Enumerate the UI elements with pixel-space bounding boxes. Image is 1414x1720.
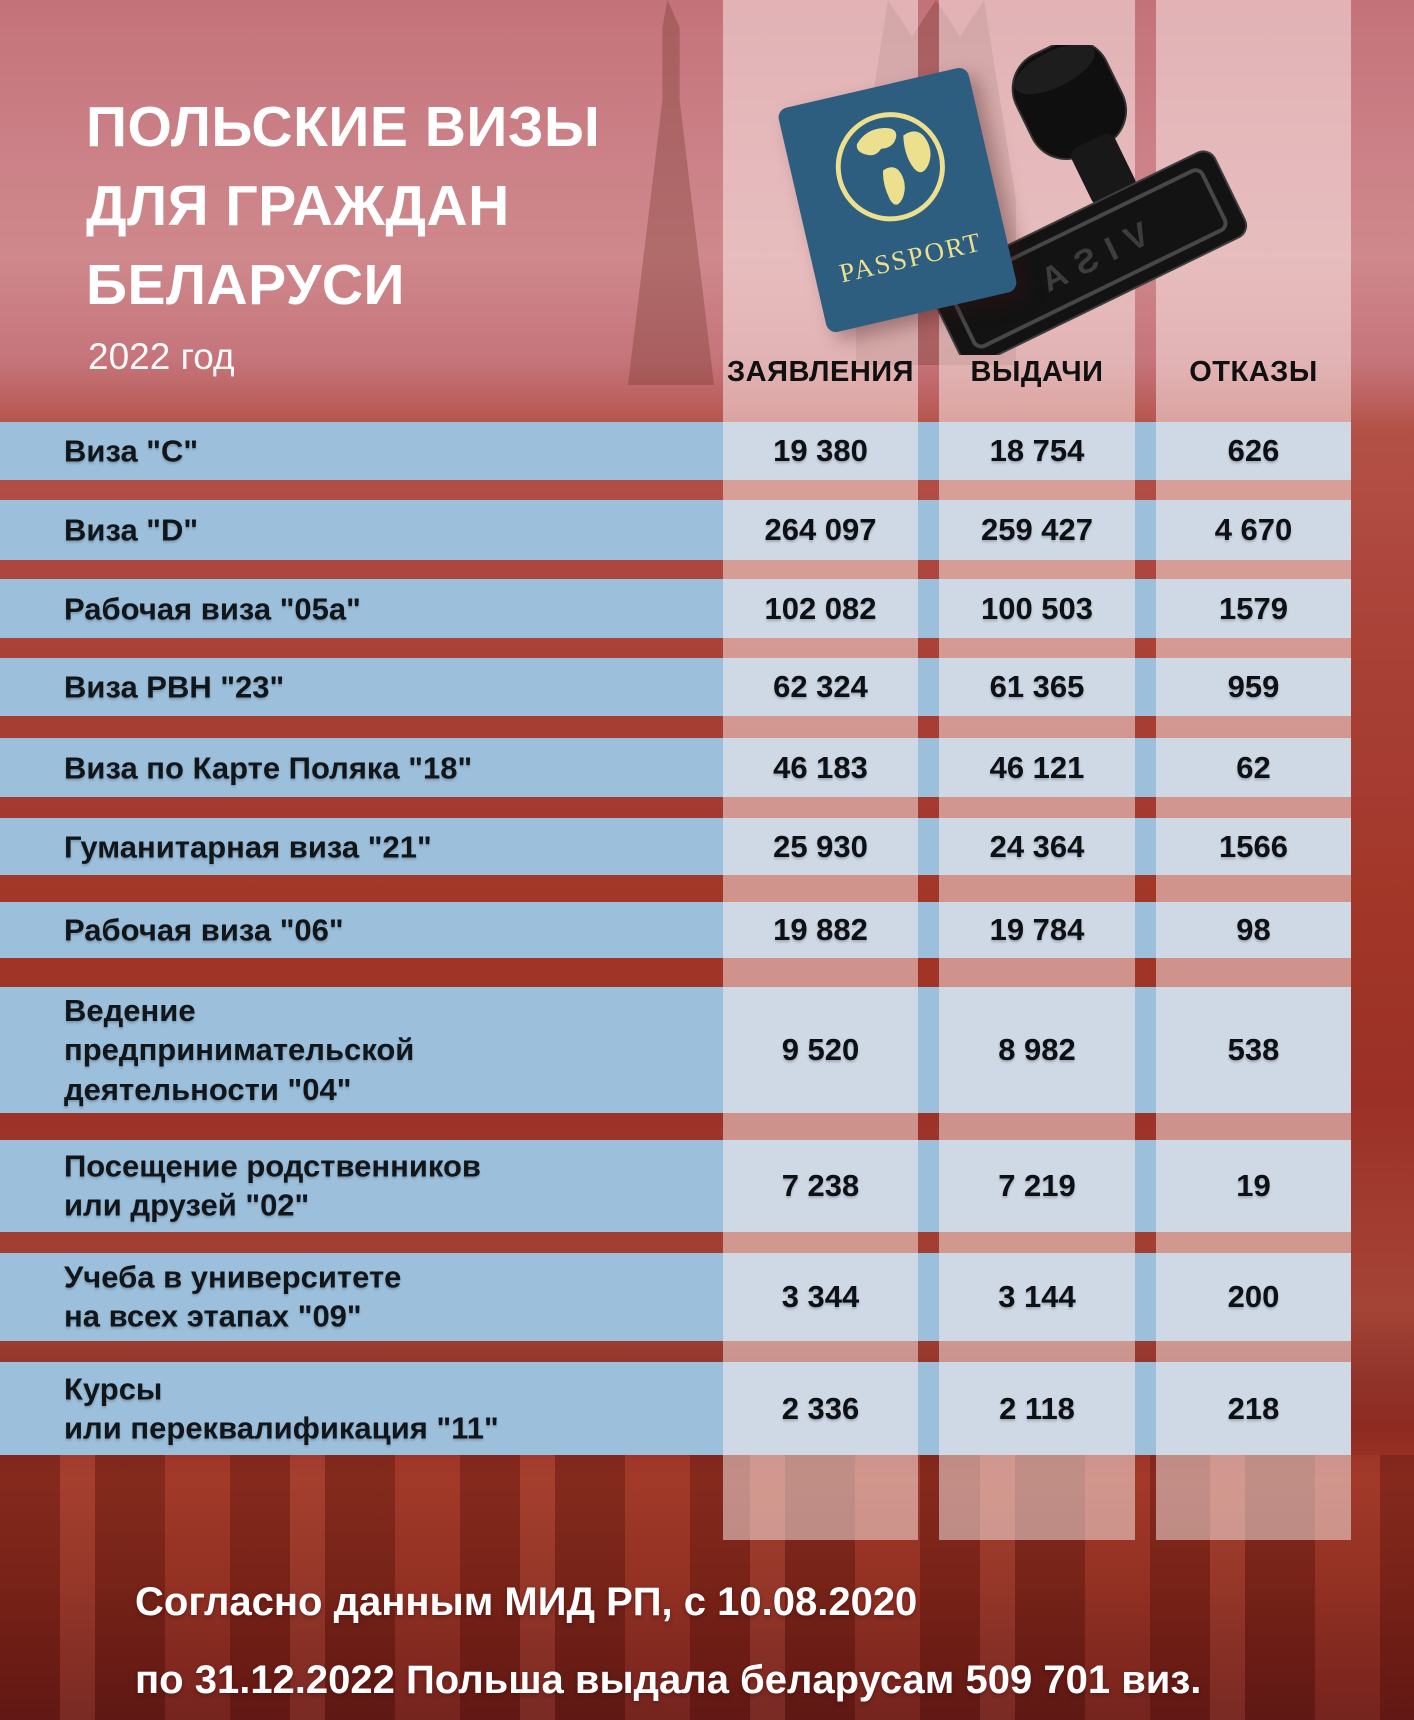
row-label: Виза "C" <box>64 433 199 469</box>
cell-applications: 46 183 <box>773 749 868 785</box>
cell-refused: 959 <box>1227 669 1280 704</box>
cell-applications: 62 324 <box>773 669 868 704</box>
column-header-applications: ЗАЯВЛЕНИЯ <box>727 356 914 388</box>
cell-applications: 3 344 <box>781 1279 860 1314</box>
cell-refused: 200 <box>1227 1279 1280 1314</box>
cell-issued: 61 365 <box>989 669 1085 704</box>
row-label: Гуманитарная виза "21" <box>64 828 432 864</box>
table-row: Курсы или переквалификация "11" 2 336 2 … <box>0 1362 1351 1455</box>
cell-issued: 259 427 <box>980 512 1094 547</box>
globe-icon <box>835 112 945 222</box>
column-header-refused: ОТКАЗЫ <box>1189 356 1318 388</box>
page-title: ПОЛЬСКИЕ ВИЗЫ ДЛЯ ГРАЖДАН БЕЛАРУСИ <box>86 95 601 317</box>
row-label: Рабочая виза "06" <box>64 912 344 948</box>
row-label: Виза РВН "23" <box>64 669 285 705</box>
row-label: Посещение родственников или друзей "02" <box>64 1148 481 1223</box>
passport-icon: PASSPORT <box>776 66 1019 334</box>
footer-note: Согласно данным МИД РП, с 10.08.2020 по … <box>135 1580 1202 1702</box>
table-row: Ведение предпринимательской деятельности… <box>0 987 1351 1113</box>
page-subtitle: 2022 год <box>88 336 235 377</box>
cell-applications: 2 336 <box>781 1390 860 1426</box>
cell-applications: 7 238 <box>781 1168 860 1203</box>
table-row: Посещение родственников или друзей "02" … <box>0 1140 1351 1232</box>
row-label: Виза по Карте Поляка "18" <box>64 749 473 785</box>
passport-stamp-artwork: VISA PASSPORT <box>760 40 1260 355</box>
cell-refused: 98 <box>1236 912 1271 947</box>
cell-refused: 1566 <box>1219 828 1288 864</box>
row-label: Учеба в университете на всех этапах "09" <box>64 1259 402 1334</box>
row-label: Рабочая виза "05а" <box>64 590 361 626</box>
table-row: Гуманитарная виза "21" 25 930 24 364 156… <box>0 818 1351 875</box>
cell-applications: 19 380 <box>773 433 868 468</box>
cell-refused: 626 <box>1227 433 1280 468</box>
table-row: Виза "C" 19 380 18 754 626 <box>0 422 1351 480</box>
passport-label: PASSPORT <box>836 226 986 289</box>
cell-applications: 102 082 <box>764 590 877 626</box>
cell-refused: 19 <box>1236 1168 1271 1203</box>
cell-refused: 538 <box>1227 1032 1280 1067</box>
cell-issued: 100 503 <box>980 590 1094 626</box>
cell-refused: 4 670 <box>1214 512 1293 547</box>
cell-issued: 2 118 <box>999 1390 1075 1426</box>
cell-issued: 18 754 <box>989 433 1085 468</box>
cell-applications: 264 097 <box>764 512 877 547</box>
cell-issued: 46 121 <box>989 749 1085 785</box>
cell-applications: 9 520 <box>781 1032 860 1067</box>
table-row: Рабочая виза "05а" 102 082 100 503 1579 <box>0 579 1351 638</box>
column-header-issued: ВЫДАЧИ <box>970 356 1104 388</box>
row-label: Курсы или переквалификация "11" <box>64 1371 499 1446</box>
cell-applications: 19 882 <box>773 912 868 947</box>
cell-issued: 3 144 <box>998 1279 1076 1314</box>
cell-refused: 62 <box>1236 749 1271 785</box>
row-label: Виза "D" <box>64 512 199 548</box>
cell-applications: 25 930 <box>773 828 868 864</box>
table-row: Виза РВН "23" 62 324 61 365 959 <box>0 658 1351 716</box>
cell-issued: 8 982 <box>998 1032 1076 1067</box>
cell-issued: 7 219 <box>998 1168 1076 1203</box>
table-row: Виза по Карте Поляка "18" 46 183 46 121 … <box>0 738 1351 797</box>
visa-stamp-icon: VISA <box>929 45 1248 355</box>
cell-issued: 19 784 <box>989 912 1085 947</box>
table-row: Учеба в университете на всех этапах "09"… <box>0 1253 1351 1341</box>
cell-refused: 1579 <box>1219 590 1288 626</box>
table-row: Виза "D" 264 097 259 427 4 670 <box>0 500 1351 560</box>
cell-issued: 24 364 <box>989 828 1085 864</box>
cell-refused: 218 <box>1227 1390 1280 1426</box>
row-label: Ведение предпринимательской деятельности… <box>64 992 415 1107</box>
table-row: Рабочая виза "06" 19 882 19 784 98 <box>0 902 1351 958</box>
